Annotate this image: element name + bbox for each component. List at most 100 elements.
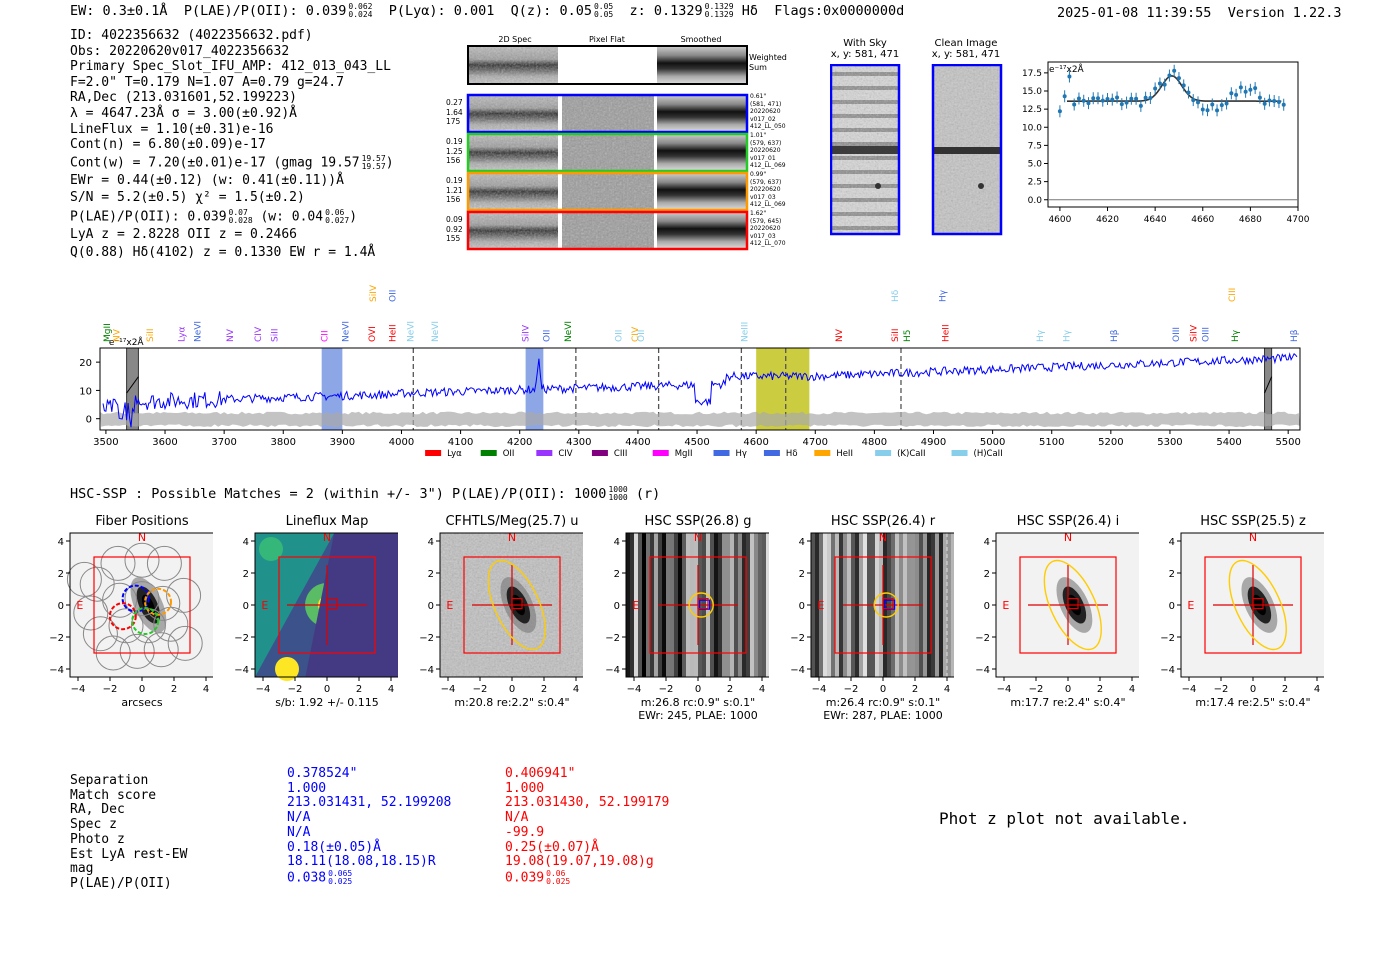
aperture-box [278,556,376,654]
stripe [835,533,840,677]
spectrum-xtick-label: 5200 [1098,437,1123,448]
stripe [742,533,747,677]
line-id-label: OVI [368,326,378,342]
col1-match-score: 1.000 [287,780,327,796]
line-id-label: CIV [254,326,264,342]
zoom-data-point [1253,86,1258,91]
spectrum-ytick-label: 10 [79,386,92,397]
weighted-border [467,45,748,85]
detection-info: ID: 4022356632 (4022356632.pdf) Obs: 202… [70,28,394,260]
info-plae-w: (w: 0.04 [260,209,324,225]
header-version: Version 1.22.3 [1227,5,1342,21]
col1-lya-ew: 0.18(±0.05)Å [287,839,381,855]
line-id-label: SiIV [522,324,532,342]
panel-ytick-label: 0 [614,601,620,612]
legend-swatch [652,450,669,456]
col2-specz: N/A [505,810,529,826]
stripe [923,533,928,677]
photz-message: Phot z plot not available. [939,809,1190,828]
col1-radec: 213.031431, 52.199208 [287,795,452,811]
panel-xtick-label: 4 [944,684,950,695]
panel-ytick-label: −2 [49,633,64,644]
panel-xtick-label: 2 [727,684,733,695]
north-label: N [323,531,331,544]
zoom-data-point [1262,101,1267,106]
with-sky-coords: x, y: 581, 471 [830,49,900,60]
zoom-data-point [1238,85,1243,90]
weighted-2dspec-noise [468,46,558,84]
zoom-data-point [1162,82,1167,87]
panel-xtick-label: 4 [573,684,579,695]
zoom-data-point [1210,102,1215,107]
info-obs: Obs: 20220620v017_4022356632 [70,43,290,59]
zoom-data-point [1081,98,1086,103]
line-id-label: OII [614,330,624,342]
cutout-stat: 0.19 [446,137,463,146]
zoom-data-point [1096,96,1100,101]
line-id-label: OII [542,330,552,342]
center-box [697,597,709,610]
header-datetime: 2025-01-08 11:39:55 [1057,5,1212,21]
zoom-xtick-label: 4640 [1144,215,1167,225]
header-plae-lo: 0.024 [348,10,373,19]
table-label-photoz: Photo z [70,831,125,847]
error-band [100,411,1300,428]
panel-xtick-label: −4 [812,684,827,695]
header-plae: P(LAE)/P(OII): 0.039 [183,3,347,19]
line-id-label: OIII [1201,327,1211,342]
hsc-frac-hi: 1000 [608,485,628,494]
spectrum-xtick-label: 5500 [1275,437,1300,448]
stripe [750,533,755,677]
ellipse-fit [1043,559,1102,651]
aperture-circle [873,592,899,618]
cutout-right-meta: 0.61" (581, 471) 20220620 v017_02 412_LL_050 [750,93,810,131]
spectrum-xtick-label: 4700 [803,437,828,448]
line-id-text: SiII [146,328,156,342]
line-id-text: NeVI [406,321,416,342]
header-qz-lo: 0.05 [593,10,614,19]
line-id-label: Hβ [1290,329,1300,342]
panel-ytick-label: 0 [58,601,64,612]
panel-ytick-label: 4 [799,537,805,548]
panel-xtick-label: 0 [509,684,515,695]
spectrum-frame [99,347,1301,431]
panel-ytick-label: −4 [1160,665,1175,676]
match-table-col1: 0.378524" 1.000 213.031431, 52.199208 N/… [287,766,452,886]
legend-label: (H)CaII [974,449,1003,459]
zoom-xtick-label: 4660 [1191,215,1214,225]
fiber-circle [124,581,160,617]
zoom-data-point [1157,81,1162,86]
zoom-data-point [1172,68,1177,73]
panel-ytick-label: −4 [419,665,434,676]
panel-xtick-label: 0 [1250,684,1256,695]
line-id-text: HeII [389,324,399,342]
panel-ytick-label: 0 [243,601,249,612]
zoom-ytick-label: 0.0 [1028,196,1043,206]
zoom-unit-label: e⁻¹⁷x2Å [1049,63,1085,75]
line-id-text: Hγ [1231,329,1241,342]
clean-image-source [978,183,984,189]
panel-xtick-label: 0 [324,684,330,695]
spectra-cutouts [466,45,749,251]
cutout-pixelflat-noise [562,212,654,249]
panel-xtick-label: −4 [997,684,1012,695]
legend-swatch [713,450,730,456]
cutout-row-border [466,132,749,173]
fiber-circle [66,561,102,597]
line-id-label: HeII [389,324,399,342]
fiber-highlight [131,607,160,635]
zoom-data-point [1105,97,1110,102]
panel-ytick-label: 2 [1169,569,1175,580]
zoom-data-point [1062,94,1067,99]
spectrum-xtick-label: 5300 [1157,437,1182,448]
cutout-right-meta: 1.62" (579, 645) 20220620 v017_03 412_LL_070 [750,210,810,248]
full-spectrum-chart: 3500 3600 3700 3800 3900 4000 4100 4200 4300 4400… [79,284,1301,459]
zoom-data-point [1234,92,1239,97]
cutout-left-stats: 0.09 0.92 155 [446,215,466,244]
with-sky-title: With Sky x, y: 581, 471 [820,38,910,60]
panel-caption-line2: EWr: 287, PLAE: 1000 [823,709,943,722]
zoom-data-point [1129,96,1134,101]
panel-xtick-label: −2 [288,684,303,695]
spectrum-xtick-label: 4400 [625,437,650,448]
zoom-data-point [1086,101,1091,106]
